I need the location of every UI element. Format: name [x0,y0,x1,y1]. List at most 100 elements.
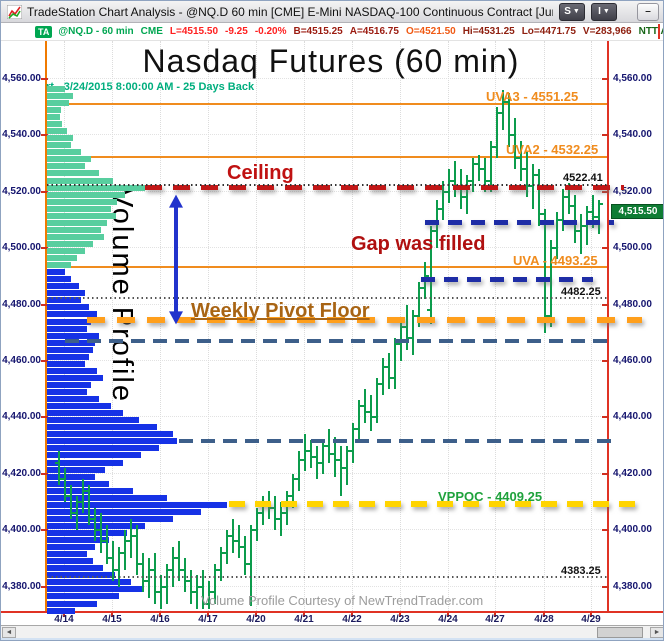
price-label-4522: 4522.41 [563,172,603,184]
candle-open-tick [373,416,376,419]
candle-wick [64,468,66,502]
candle-wick [376,377,378,424]
volume-profile-bar-lower [47,572,115,579]
x-axis-tick [543,613,545,617]
candle-wick [100,513,102,553]
quote-status-bar: TA @NQ.D - 60 min CME L=4515.50 -9.25 -0.20%… [1,23,663,41]
candle-wick [214,564,216,604]
candle-open-tick [445,190,448,193]
candle-wick [556,211,558,260]
y-axis-label-left: 4,540.00 [2,129,41,141]
slate-level-upper [65,339,611,344]
candle-open-tick [67,495,70,498]
ta-badge: TA [35,25,53,38]
candle-open-tick [103,540,106,543]
grid-line-vertical [304,41,305,611]
y-axis-label-right: 4,560.00 [613,73,652,84]
scroll-right-button[interactable]: ► [650,627,663,638]
volume-profile-bar-lower [47,438,177,445]
volume-profile-bar-lower [47,403,111,410]
candle-open-tick [505,100,508,103]
candle-open-tick [451,179,454,182]
volume-profile-bar-lower [47,431,173,438]
app-logo-icon [7,4,22,19]
price-dotted-4383 [47,576,607,578]
volume-profile-bar-upper [47,191,125,198]
x-axis-label: 4/17 [198,614,218,625]
horizontal-scrollbar[interactable]: ◄ ► [1,625,663,638]
volume-profile-bar-lower [47,494,167,501]
candle-wick [274,496,276,531]
candle-open-tick [205,602,208,605]
candle-wick [316,445,318,480]
candle-wick [454,160,456,198]
indicators-button[interactable]: I ▼ [591,2,617,21]
candle-wick [370,394,372,432]
navy-level-lower [421,276,593,282]
volume-profile-bar-lower [47,304,89,311]
candle-wick [598,200,600,235]
volume-profile-bar-upper [47,99,69,106]
candle-open-tick [415,314,418,317]
weekly-pivot-floor-line [87,317,642,324]
volume-profile-bar-lower [47,374,103,381]
candle-open-tick [355,427,358,430]
candle-open-tick [295,478,298,481]
x-axis-label: 4/28 [534,614,554,625]
candle-wick [394,338,396,390]
candle-open-tick [163,585,166,588]
candle-open-tick [229,534,232,537]
candle-wick [148,558,150,598]
candle-wick [298,451,300,491]
candle-wick [256,507,258,542]
candle-open-tick [139,563,142,566]
y-axis-label-left: 4,400.00 [2,524,41,536]
grid-line-horizontal [46,472,607,474]
candle-wick [490,141,492,192]
candle-open-tick [493,145,496,148]
y-axis-label-left: 4,560.00 [2,73,41,84]
candle-open-tick [391,376,394,379]
volume-profile-bar-upper [47,121,62,128]
candle-open-tick [319,461,322,464]
candle-wick [538,169,540,226]
candle-open-tick [541,213,544,216]
volume-profile-bar-lower [47,445,159,452]
vppoc-line [229,501,642,508]
y-axis-label-left: 4,380.00 [2,580,41,592]
candle-open-tick [133,534,136,537]
status-cursor-mark [658,24,660,39]
volume-profile-bar-lower [47,501,227,508]
candle-open-tick [511,134,514,137]
minimize-button[interactable]: – [637,2,659,21]
x-axis-label: 4/29 [581,614,601,625]
candle-open-tick [115,568,118,571]
volume-profile-bar-upper [47,226,101,233]
scrollbar-thumb[interactable] [597,627,643,638]
volume-profile-bar-upper [47,184,145,191]
volume-profile-bar-lower [47,360,85,367]
candle-open-tick [73,512,76,515]
candle-wick [184,558,186,593]
y-axis-tick [602,472,609,475]
candle-open-tick [349,450,352,453]
navy-level-upper [425,220,614,226]
styles-button[interactable]: S ▼ [559,2,585,21]
volume-profile-bar-upper [47,128,67,135]
exchange-label: CME [140,26,163,37]
y-axis-label-right: 4,460.00 [613,355,652,366]
volume-profile-bar-lower [47,522,145,529]
scroll-left-button[interactable]: ◄ [2,627,16,638]
candle-wick [472,157,474,192]
volume-profile-bar-lower [47,530,127,537]
candle-wick [328,428,330,463]
label-uva: UVA - 4493.25 [513,253,598,268]
candle-open-tick [475,162,478,165]
volume-profile-bar-upper [47,114,60,121]
x-axis-tick [111,613,113,617]
chart-area[interactable]: 4,560.00 4,540.00 4,520.00 4,500.00 4,480.00… [1,41,663,614]
volume-profile-bar-lower [47,318,91,325]
candle-open-tick [409,337,412,340]
candle-open-tick [169,568,172,571]
x-axis-label: 4/27 [485,614,505,625]
